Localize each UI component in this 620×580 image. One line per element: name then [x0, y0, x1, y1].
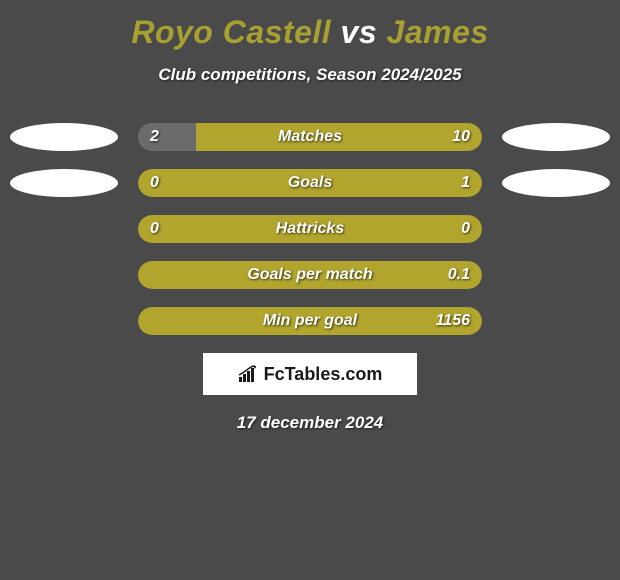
- right-oval: [502, 307, 610, 335]
- subtitle-text: Club competitions, Season 2024/2025: [0, 65, 620, 85]
- stat-rows: Matches210Goals01Hattricks00Goals per ma…: [0, 123, 620, 335]
- stat-bar: Goals0 1: [138, 169, 482, 197]
- right-oval: [502, 215, 610, 243]
- stat-label: Goals: [138, 169, 482, 197]
- date-text: 17 december 2024: [0, 413, 620, 433]
- stat-right-value: 0.1: [436, 261, 482, 289]
- left-oval: [10, 215, 118, 243]
- stat-row: Matches2 10: [0, 123, 620, 151]
- stat-right-value: 0: [449, 215, 482, 243]
- stat-row: Goals per match0.1: [0, 261, 620, 289]
- stat-right-value: 1: [449, 169, 482, 197]
- stat-row: Hattricks0 0: [0, 215, 620, 243]
- brand-label: FcTables.com: [238, 364, 383, 385]
- player1-name: Royo Castell: [131, 14, 331, 50]
- stat-row: Min per goal1156: [0, 307, 620, 335]
- stat-label: Hattricks: [138, 215, 482, 243]
- stat-left-value: 0: [138, 215, 171, 243]
- stat-row: Goals0 1: [0, 169, 620, 197]
- left-oval: [10, 123, 118, 151]
- brand-box: FcTables.com: [203, 353, 417, 395]
- stat-right-value: 1156: [424, 307, 482, 335]
- right-oval: [502, 169, 610, 197]
- right-oval: [502, 261, 610, 289]
- chart-icon: [238, 365, 260, 383]
- left-oval: [10, 169, 118, 197]
- stat-left-value: 0: [138, 169, 171, 197]
- stat-bar: Hattricks0 0: [138, 215, 482, 243]
- stat-bar: Goals per match0.1: [138, 261, 482, 289]
- stat-label: Matches: [138, 123, 482, 151]
- stat-bar: Min per goal1156: [138, 307, 482, 335]
- stat-right-value: 10: [440, 123, 482, 151]
- player2-name: James: [387, 14, 489, 50]
- right-oval: [502, 123, 610, 151]
- brand-text: FcTables.com: [264, 364, 383, 385]
- comparison-title: Royo Castell vs James: [0, 0, 620, 51]
- stat-label: Goals per match: [138, 261, 482, 289]
- left-oval: [10, 307, 118, 335]
- stat-bar: Matches2 10: [138, 123, 482, 151]
- vs-text: vs: [341, 14, 378, 50]
- stat-left-value: 2: [138, 123, 171, 151]
- left-oval: [10, 261, 118, 289]
